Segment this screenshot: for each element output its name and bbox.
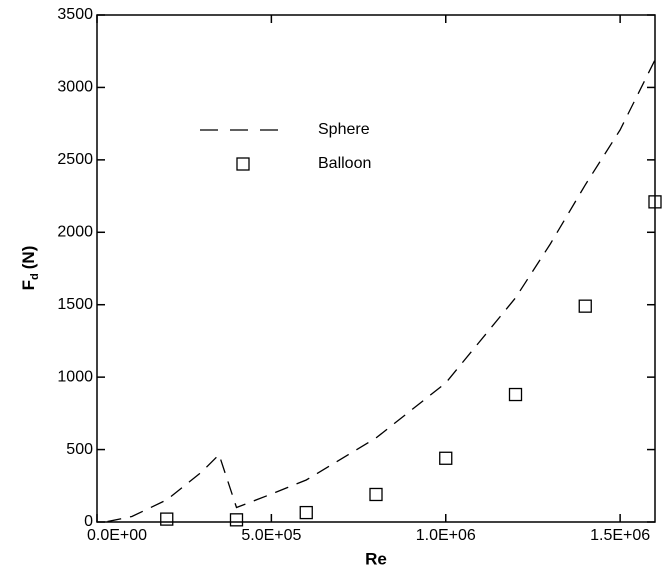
y-tick-label: 2500	[57, 151, 93, 168]
balloon-marker	[299, 505, 313, 520]
y-tick-label: 2000	[57, 224, 93, 241]
x-tick-label: 0.0E+00	[87, 527, 147, 544]
legend-label: Sphere	[318, 121, 370, 138]
balloon-marker	[648, 195, 662, 209]
y-tick-label: 1000	[57, 368, 93, 385]
balloon-marker	[508, 387, 523, 402]
y-tick-label: 3000	[57, 79, 93, 96]
legend-label: Balloon	[318, 155, 371, 172]
y-label-unit: (N)	[19, 246, 38, 270]
legend-marker	[236, 157, 250, 171]
x-tick-label: 1.0E+06	[416, 527, 476, 544]
balloon-marker	[578, 299, 592, 313]
balloon-marker	[369, 487, 383, 502]
y-tick-label: 0	[84, 513, 93, 530]
y-tick-label: 3500	[57, 6, 93, 23]
balloon-marker	[439, 451, 453, 465]
balloon-marker	[160, 512, 174, 526]
y-label-symbol: F	[19, 280, 38, 290]
y-tick-label: 1500	[57, 296, 93, 313]
y-label-subscript: d	[29, 273, 41, 280]
y-tick-label: 500	[66, 441, 93, 458]
x-tick-label: 5.0E+05	[241, 527, 301, 544]
plot-frame	[96, 14, 656, 523]
balloon-marker	[229, 513, 244, 527]
x-axis-label: Re	[365, 549, 387, 568]
y-axis-label: Fd (N)	[19, 246, 40, 291]
x-tick-label: 1.5E+06	[590, 527, 650, 544]
sphere-line	[107, 59, 656, 523]
